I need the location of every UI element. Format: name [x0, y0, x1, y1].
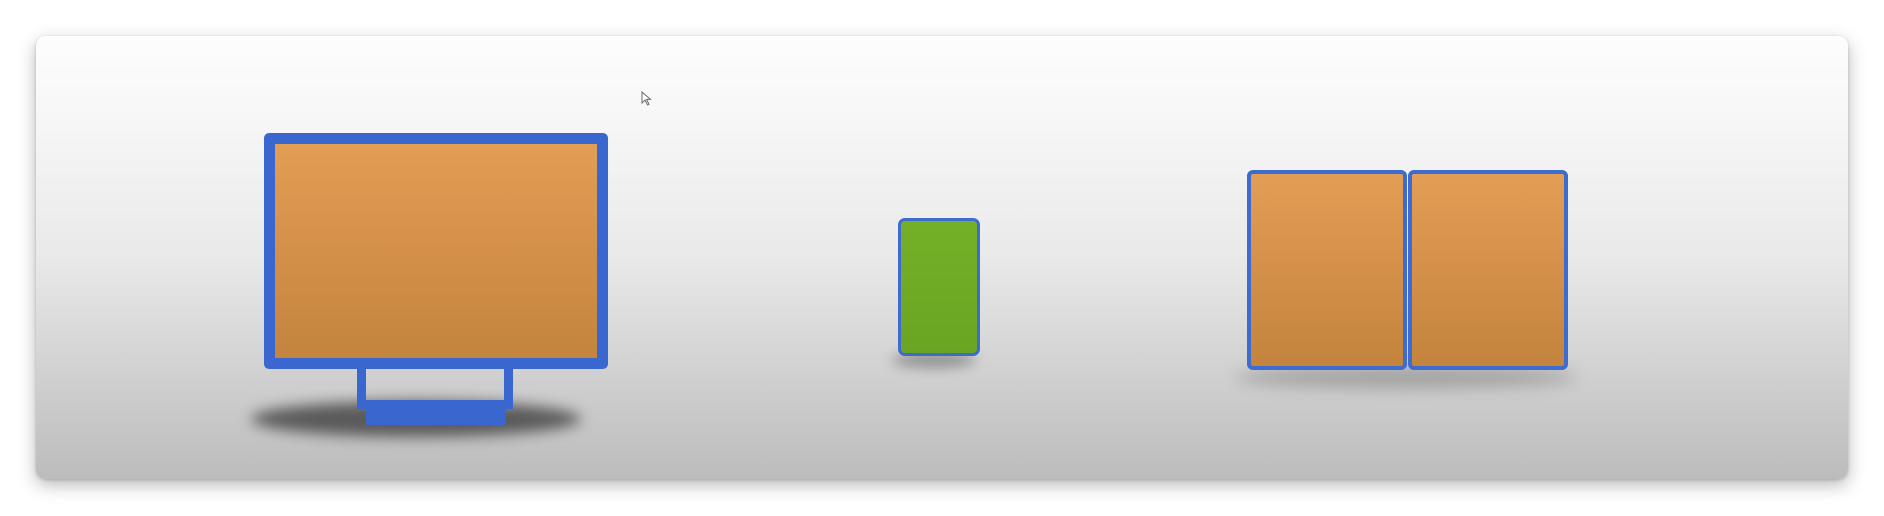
tablet-right-panel [1408, 170, 1568, 370]
mouse-cursor-icon [641, 91, 652, 106]
monitor-stand-neck [357, 369, 513, 409]
phone-screen [898, 218, 980, 356]
tablet-shadow [1236, 366, 1576, 388]
illustration-canvas [36, 36, 1848, 479]
phone-shadow [892, 352, 976, 368]
tablet-left-panel [1247, 170, 1407, 370]
monitor-stand-base [366, 406, 506, 425]
desktop-monitor-screen [264, 133, 608, 369]
